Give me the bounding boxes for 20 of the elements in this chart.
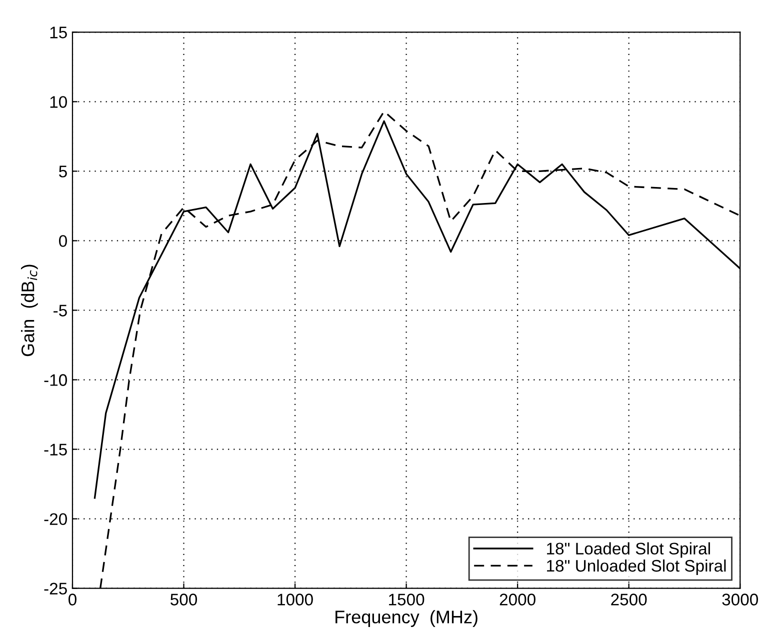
legend-label: 18" Loaded Slot Spiral [547, 542, 710, 558]
y-tick-label: 5 [59, 166, 67, 178]
x-axis-title: Frequency (MHz) [336, 610, 478, 627]
y-tick-label: -20 [44, 513, 67, 526]
x-tick-label: 1500 [389, 594, 424, 606]
legend-label: 18" Unloaded Slot Spiral [547, 559, 726, 576]
y-tick-label: 0 [59, 235, 67, 247]
y-axis-title: Gain (dB$_{ic}$) [21, 264, 38, 356]
x-tick-label: 3000 [722, 594, 758, 606]
x-tick-label: 1000 [278, 594, 313, 606]
x-tick-label: 500 [170, 594, 198, 606]
x-tick-label: 2000 [500, 594, 536, 606]
y-tick-label: -10 [44, 374, 67, 386]
y-tick-label: -5 [54, 304, 67, 316]
y-tick-label: 15 [50, 26, 67, 38]
x-tick-label: 2500 [611, 594, 647, 606]
y-tick-label: -15 [44, 444, 67, 456]
y-tick-label: -25 [44, 582, 67, 595]
y-tick-label: 10 [50, 96, 67, 108]
x-tick-label: 0 [68, 594, 76, 606]
